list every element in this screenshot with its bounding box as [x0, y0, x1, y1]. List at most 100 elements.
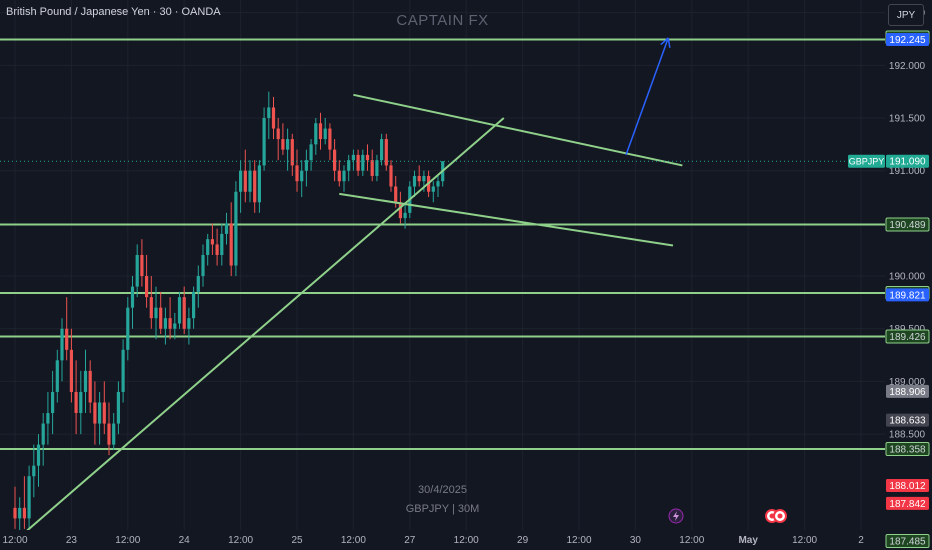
candle-body [271, 107, 276, 129]
candle-body [74, 391, 78, 414]
candle-body [347, 160, 351, 171]
candle-body [314, 123, 318, 145]
time-tick-label: 23 [66, 535, 78, 546]
candle-body [46, 413, 50, 424]
candle-body [412, 175, 417, 187]
candle-body [276, 128, 280, 140]
grid [0, 0, 885, 530]
candle-body [79, 391, 83, 414]
price-label-text: 192.245 [889, 35, 926, 46]
footer-date: 30/4/2025 [418, 484, 467, 496]
projection-arrow [625, 37, 671, 156]
candle-body [135, 254, 139, 287]
candle-body [107, 423, 111, 445]
time-tick-label: 25 [291, 535, 303, 546]
candle-body [356, 154, 360, 171]
candle-body [18, 507, 22, 519]
candle-body [168, 318, 172, 329]
candle-body [145, 276, 149, 298]
candle-body [229, 223, 233, 266]
price-label-text: 188.012 [889, 481, 926, 492]
price-label-box [886, 288, 929, 302]
candle-body [431, 186, 435, 192]
candle-body [290, 139, 294, 166]
candle-body [98, 402, 102, 424]
price-label-box [886, 384, 929, 398]
candles [13, 91, 445, 540]
candle-body [328, 128, 332, 150]
projection-arrow-shaft [625, 37, 670, 156]
time-tick-label: 2 [858, 535, 864, 546]
candle-body [370, 160, 374, 176]
time-tick-label: 12:00 [566, 535, 591, 546]
time-axis[interactable]: 12:00 23 12:00 24 12:00 25 12:00 27 12:00 29 12:00… [0, 530, 885, 550]
candle-body [192, 291, 196, 319]
candle-body [149, 297, 153, 319]
symbol-title[interactable]: British Pound / Japanese Yen · 30 · OAND… [6, 6, 221, 18]
candle-body [69, 349, 73, 392]
time-axis-background [0, 530, 885, 550]
price-label-box [886, 33, 929, 47]
candle-body [65, 328, 69, 350]
candle-body [304, 160, 308, 171]
candle-body [253, 170, 257, 203]
candle-body [318, 123, 323, 140]
candle-body [112, 423, 116, 445]
candle-body [55, 360, 59, 392]
time-tick-label: 12:00 [341, 535, 366, 546]
price-axis-background [885, 0, 932, 550]
candle-body [384, 139, 388, 166]
price-label-box [886, 413, 929, 427]
candle-body [337, 170, 341, 182]
price-label-box [885, 534, 930, 549]
candle-body [300, 170, 304, 182]
candle-body [394, 186, 398, 203]
candle-body [375, 160, 379, 176]
candle-body [93, 402, 97, 424]
candle-body [243, 170, 247, 192]
price-label-text: 190.489 [889, 220, 926, 231]
economic-event-dot-icon [777, 513, 783, 519]
trend-line [339, 192, 674, 247]
price-label-text: 191.090 [889, 157, 926, 168]
candle-body [187, 318, 191, 329]
candle-body [196, 276, 200, 292]
projection-arrow-head [667, 37, 671, 48]
candle-body [13, 507, 17, 519]
projection-arrow-head [660, 37, 669, 46]
time-tick-label: 30 [630, 535, 642, 546]
trend-line [14, 117, 505, 542]
candle-body [51, 391, 55, 414]
candle-body [436, 181, 440, 187]
time-tick-label: 12:00 [2, 535, 27, 546]
candle-body [154, 307, 158, 319]
candle-body [257, 165, 261, 203]
price-tick-label: 188.500 [889, 430, 926, 441]
candle-body [32, 465, 36, 477]
candle-body [333, 149, 337, 171]
candle-body [365, 154, 370, 161]
candle-body [342, 170, 346, 182]
price-tick-label: 192.000 [889, 61, 926, 72]
price-label-box [886, 154, 929, 168]
price-label-box [885, 329, 930, 344]
time-tick-label: 27 [404, 535, 416, 546]
candle-body [177, 297, 182, 324]
price-label-box [885, 442, 930, 457]
currency-button[interactable]: JPY [888, 4, 924, 26]
candle-body [403, 212, 407, 219]
event-markers[interactable] [668, 508, 787, 524]
candle-body [83, 370, 88, 392]
candle-body [281, 139, 285, 150]
candle-body [295, 165, 299, 182]
candle-body [389, 165, 393, 187]
candle-body [422, 175, 426, 182]
price-label-box [886, 479, 929, 493]
price-tick-label: 191.000 [889, 166, 926, 177]
candle-body [234, 191, 238, 266]
candle-body [351, 154, 355, 161]
candle-body [27, 476, 31, 519]
candle-body [126, 307, 130, 350]
